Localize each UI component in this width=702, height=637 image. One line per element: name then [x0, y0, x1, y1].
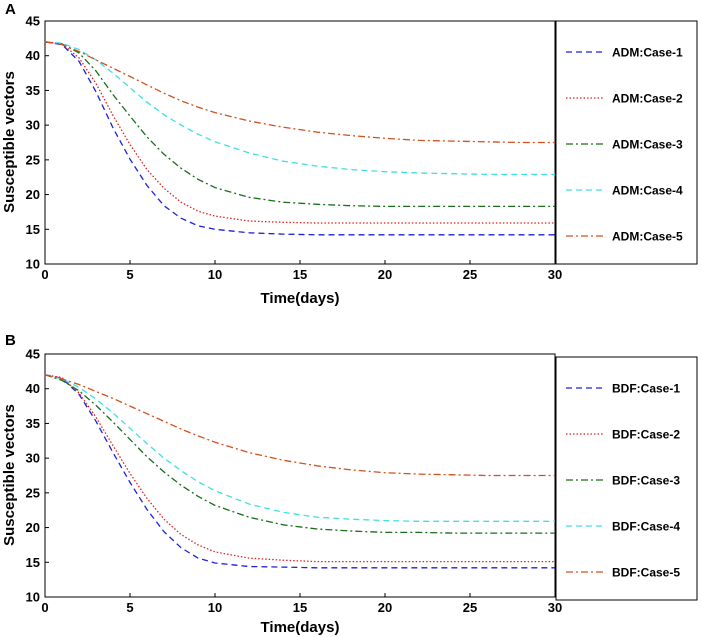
y-axis-label-b: Susceptible vectors [1, 404, 18, 546]
panel-a: A 0 5 10 15 20 25 30 10 15 20 25 30 35 40 45 Time(days… [1, 1, 698, 307]
legend-label-4: ADM:Case-4 [612, 184, 683, 198]
panel-label-b: B [5, 332, 16, 349]
panel-b: B 0 5 10 15 20 25 30 10 15 20 25 30 35 40 45 Time(days… [1, 332, 698, 636]
series-line-3 [44, 374, 555, 534]
y-tick-label: 45 [26, 347, 40, 362]
y-tick-label: 35 [26, 83, 40, 98]
y-tick-label: 30 [26, 118, 40, 133]
y-axis-label-a: Susceptible vectors [1, 71, 18, 213]
series-line-2 [44, 41, 555, 224]
y-tick-label: 20 [26, 187, 40, 202]
legend-b: BDF:Case-1 BDF:Case-2 BDF:Case-3 BDF:Case-4… [566, 382, 680, 580]
series-line-4 [44, 41, 555, 176]
x-tick-label: 15 [293, 600, 307, 615]
legend-label-4: BDF:Case-4 [612, 520, 680, 534]
y-tick-label: 15 [26, 555, 40, 570]
y-tick-label: 45 [26, 14, 40, 29]
x-axis-label-a: Time(days) [261, 290, 340, 307]
legend-box-b [555, 356, 698, 601]
series-line-2 [44, 374, 555, 563]
axis-ticks-b: 0 5 10 15 20 25 30 10 15 20 25 30 35 40 45 [26, 347, 563, 616]
x-tick-label: 5 [126, 600, 133, 615]
series-lines-b [44, 374, 555, 569]
y-tick-label: 25 [26, 152, 40, 167]
y-tick-label: 25 [26, 485, 40, 500]
x-tick-label: 20 [378, 600, 392, 615]
x-tick-label: 30 [548, 600, 562, 615]
legend-box-a [555, 20, 698, 265]
y-tick-label: 40 [26, 381, 40, 396]
y-tick-label: 30 [26, 451, 40, 466]
legend-label-1: BDF:Case-1 [612, 382, 680, 396]
x-tick-label: 25 [463, 600, 477, 615]
legend-label-2: BDF:Case-2 [612, 428, 680, 442]
legend-label-3: BDF:Case-3 [612, 474, 680, 488]
legend-label-3: ADM:Case-3 [612, 138, 683, 152]
x-tick-label: 25 [463, 267, 477, 282]
y-tick-label: 10 [26, 590, 40, 605]
series-line-4 [44, 374, 555, 522]
y-tick-label: 20 [26, 520, 40, 535]
panel-label-a: A [5, 1, 16, 18]
legend-a: ADM:Case-1 ADM:Case-2 ADM:Case-3 ADM:Case-4… [566, 46, 683, 244]
x-tick-label: 15 [293, 267, 307, 282]
x-tick-label: 10 [208, 600, 222, 615]
axis-ticks-a: 0 5 10 15 20 25 30 10 15 20 25 30 35 40 45 [26, 14, 563, 283]
series-line-5 [44, 374, 555, 477]
series-lines-a [44, 41, 555, 236]
y-tick-label: 35 [26, 416, 40, 431]
legend-label-2: ADM:Case-2 [612, 92, 683, 106]
x-tick-label: 0 [41, 267, 48, 282]
x-tick-label: 0 [41, 600, 48, 615]
y-tick-label: 40 [26, 48, 40, 63]
series-line-3 [44, 41, 555, 208]
series-line-1 [44, 374, 555, 569]
legend-label-1: ADM:Case-1 [612, 46, 683, 60]
x-tick-label: 30 [548, 267, 562, 282]
x-tick-label: 10 [208, 267, 222, 282]
legend-label-5: ADM:Case-5 [612, 230, 683, 244]
x-tick-label: 20 [378, 267, 392, 282]
y-tick-label: 10 [26, 257, 40, 272]
x-tick-label: 5 [126, 267, 133, 282]
plot-area-b [44, 353, 556, 598]
series-line-1 [44, 41, 555, 236]
series-line-5 [44, 41, 555, 144]
legend-label-5: BDF:Case-5 [612, 566, 680, 580]
x-axis-label-b: Time(days) [261, 619, 340, 636]
y-tick-label: 15 [26, 222, 40, 237]
